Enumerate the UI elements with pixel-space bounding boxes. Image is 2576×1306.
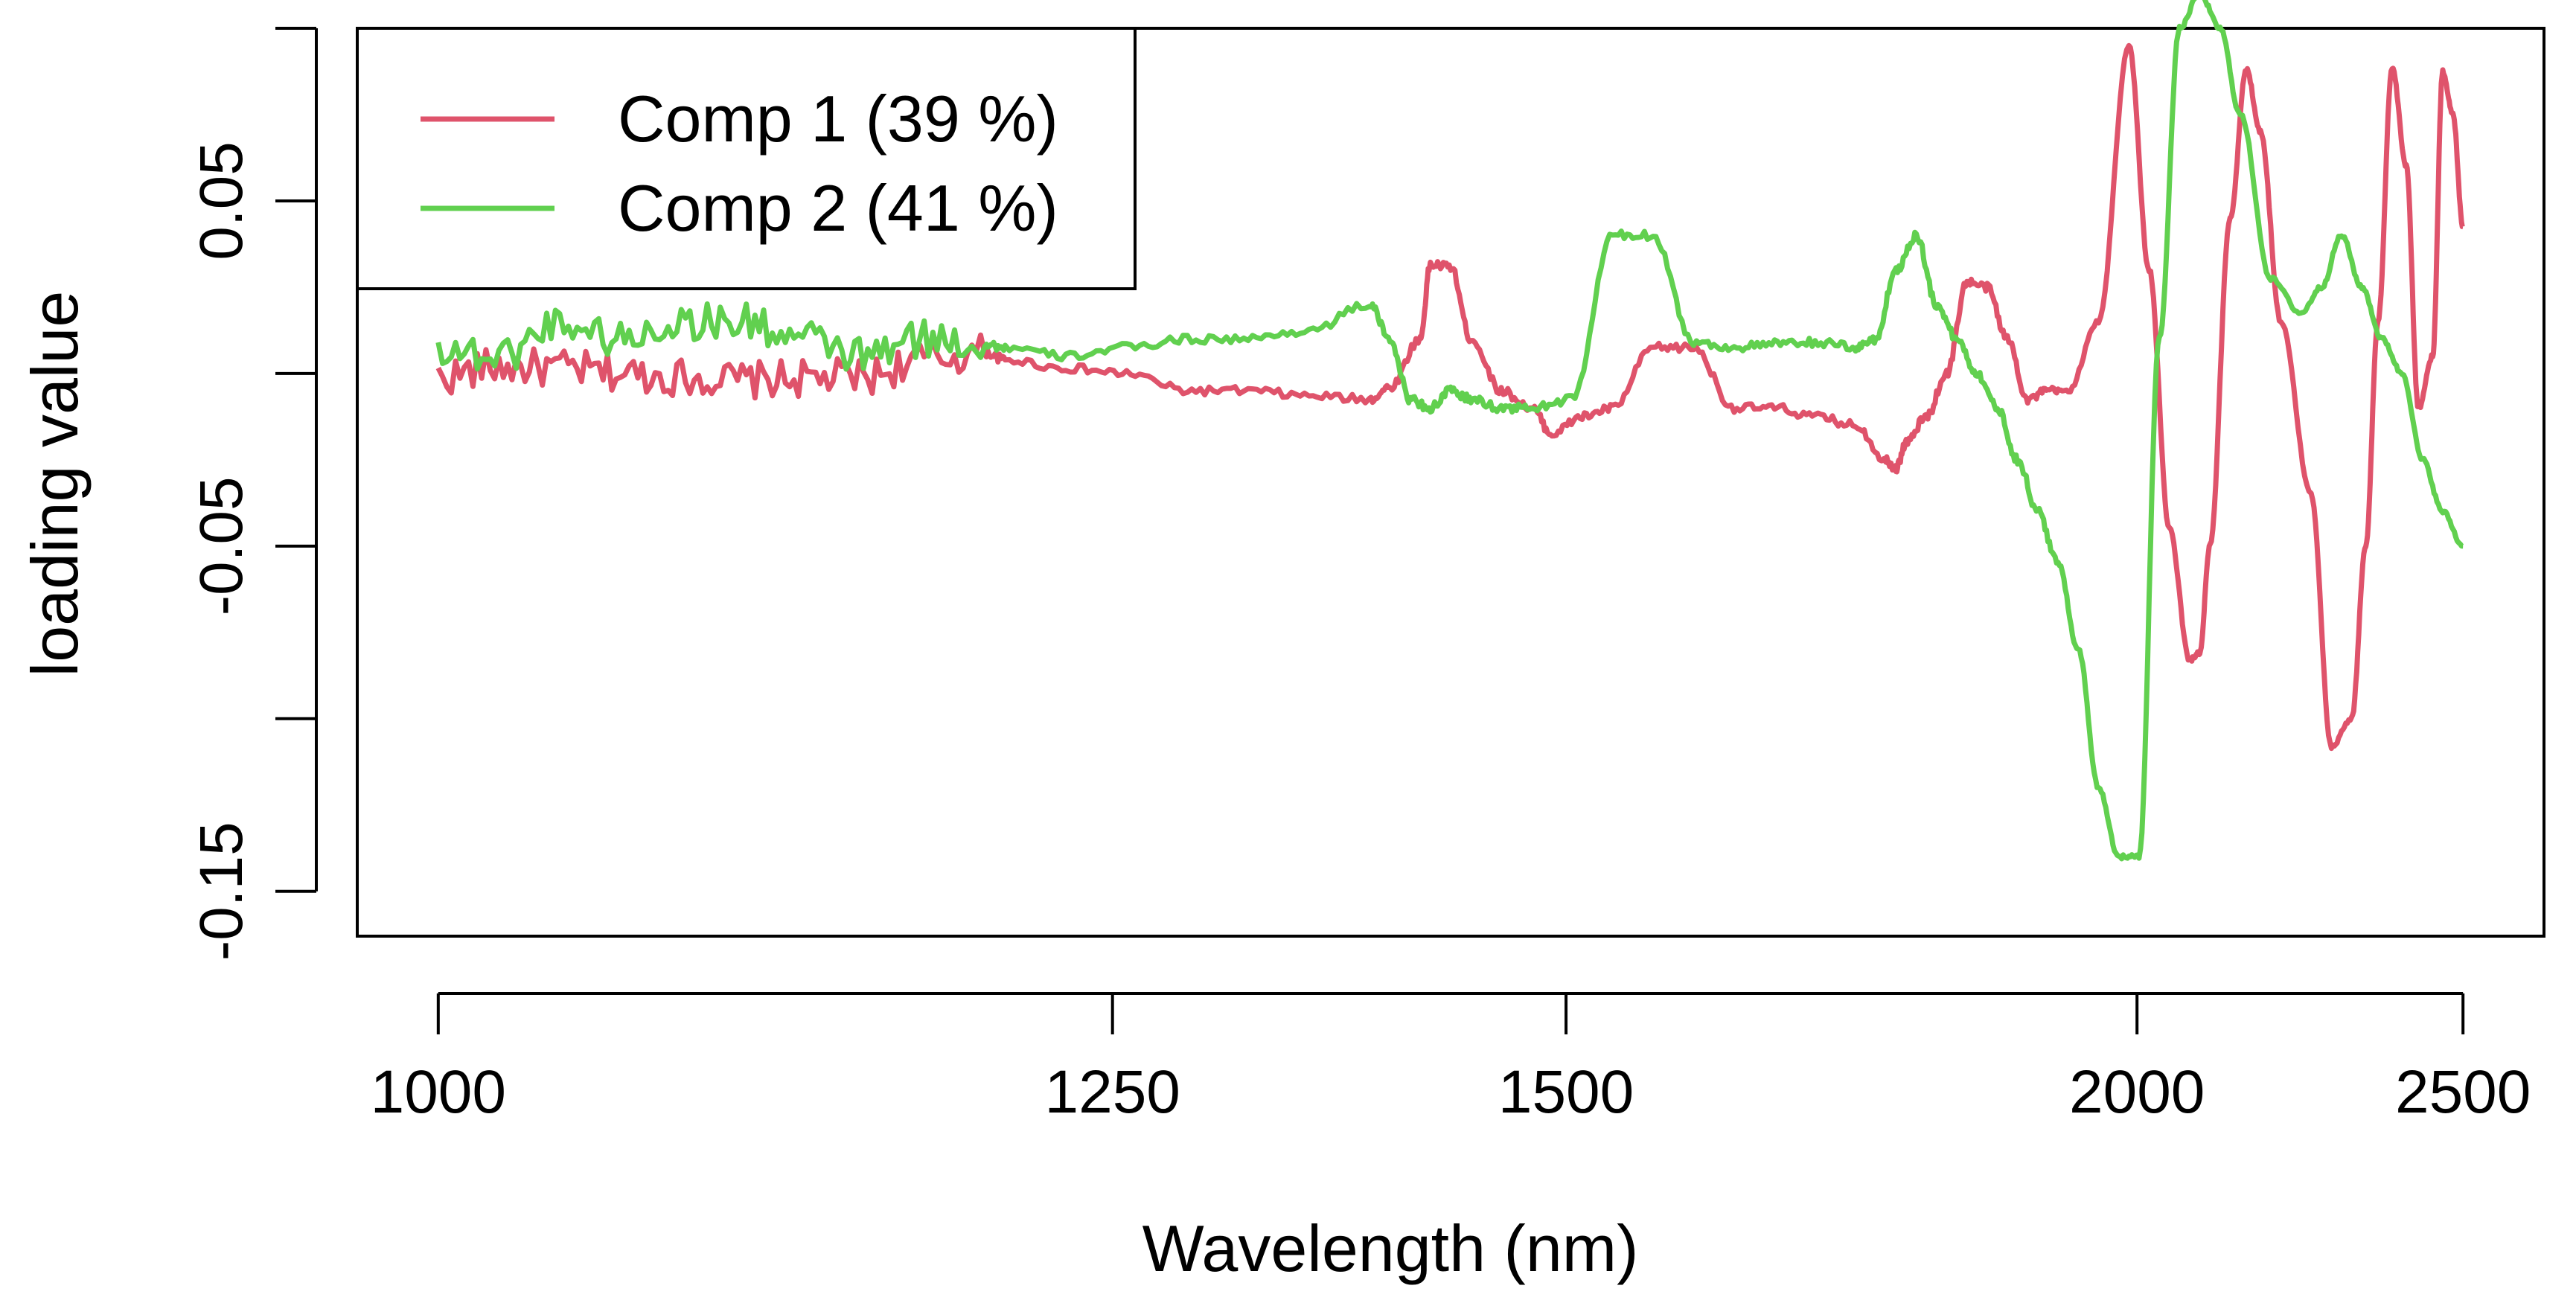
x-tick-label: 1250 bbox=[1044, 1058, 1180, 1126]
x-axis-title: Wavelength (nm) bbox=[1142, 1211, 1639, 1285]
series-line-2 bbox=[435, 0, 2464, 862]
legend-label-1: Comp 1 (39 %) bbox=[618, 82, 1058, 156]
legend-label-2: Comp 2 (41 %) bbox=[618, 171, 1058, 245]
y-tick-label: -0.15 bbox=[188, 822, 255, 961]
y-tick-label: 0.05 bbox=[188, 141, 255, 260]
series-layer bbox=[435, 0, 2465, 862]
y-tick-label: -0.05 bbox=[188, 476, 255, 615]
x-tick-label: 2500 bbox=[2395, 1058, 2531, 1126]
x-tick-label: 2000 bbox=[2069, 1058, 2205, 1126]
plot-frame bbox=[356, 27, 2545, 938]
x-tick-label: 1500 bbox=[1498, 1058, 1634, 1126]
x-axis: 1000 1250 1500 2000 2500 bbox=[371, 992, 2531, 1126]
y-axis: 0.05 -0.05 -0.15 bbox=[188, 27, 318, 961]
series-line-1 bbox=[435, 42, 2465, 752]
legend: Comp 1 (39 %) Comp 2 (41 %) bbox=[356, 27, 1137, 290]
plot-area bbox=[356, 27, 2545, 938]
x-tick-label: 1000 bbox=[371, 1058, 506, 1126]
y-axis-title: loading value bbox=[18, 291, 92, 677]
legend-box bbox=[356, 27, 1137, 290]
